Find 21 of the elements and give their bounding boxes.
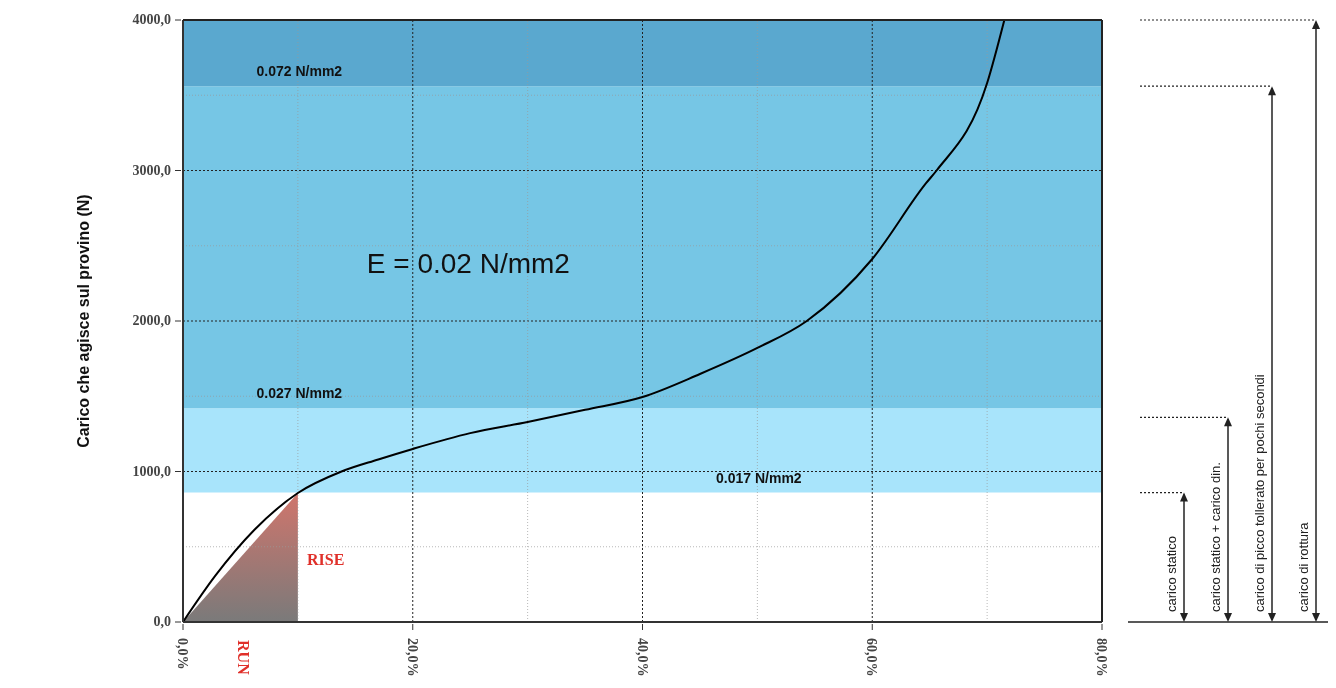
text: carico di picco tollerato per pochi secondi <box>1252 374 1267 612</box>
y-tick-label: 4000,0 <box>132 12 171 27</box>
band-label: 0.027 N/mm2 <box>256 385 343 402</box>
x-tick-label: 0,0% <box>175 638 190 670</box>
y-axis-title: Carico che agisce sul provino (N) <box>74 194 92 448</box>
text: carico statico <box>1164 536 1179 612</box>
band-label: 0.017 N/mm2 <box>716 469 802 486</box>
x-tick-label: 40,0% <box>634 638 650 677</box>
text: carico statico + carico din. <box>1208 462 1223 612</box>
x-tick-label: 60,0% <box>864 638 880 677</box>
text: RUN <box>235 640 253 676</box>
annotation: RISE <box>307 550 345 568</box>
text: carico di rottura <box>1296 521 1311 612</box>
y-tick-label: 0,0 <box>153 614 171 629</box>
y-tick-label: 2000,0 <box>132 313 171 328</box>
y-tick-label: 3000,0 <box>132 162 171 178</box>
annotation: E = 0.02 N/mm2 <box>366 247 570 279</box>
x-tick-label: 80,0% <box>1094 638 1109 677</box>
y-tick-label: 1000,0 <box>132 463 171 479</box>
x-tick-label: 20,0% <box>404 638 420 677</box>
band-label: 0.072 N/mm2 <box>256 63 343 80</box>
